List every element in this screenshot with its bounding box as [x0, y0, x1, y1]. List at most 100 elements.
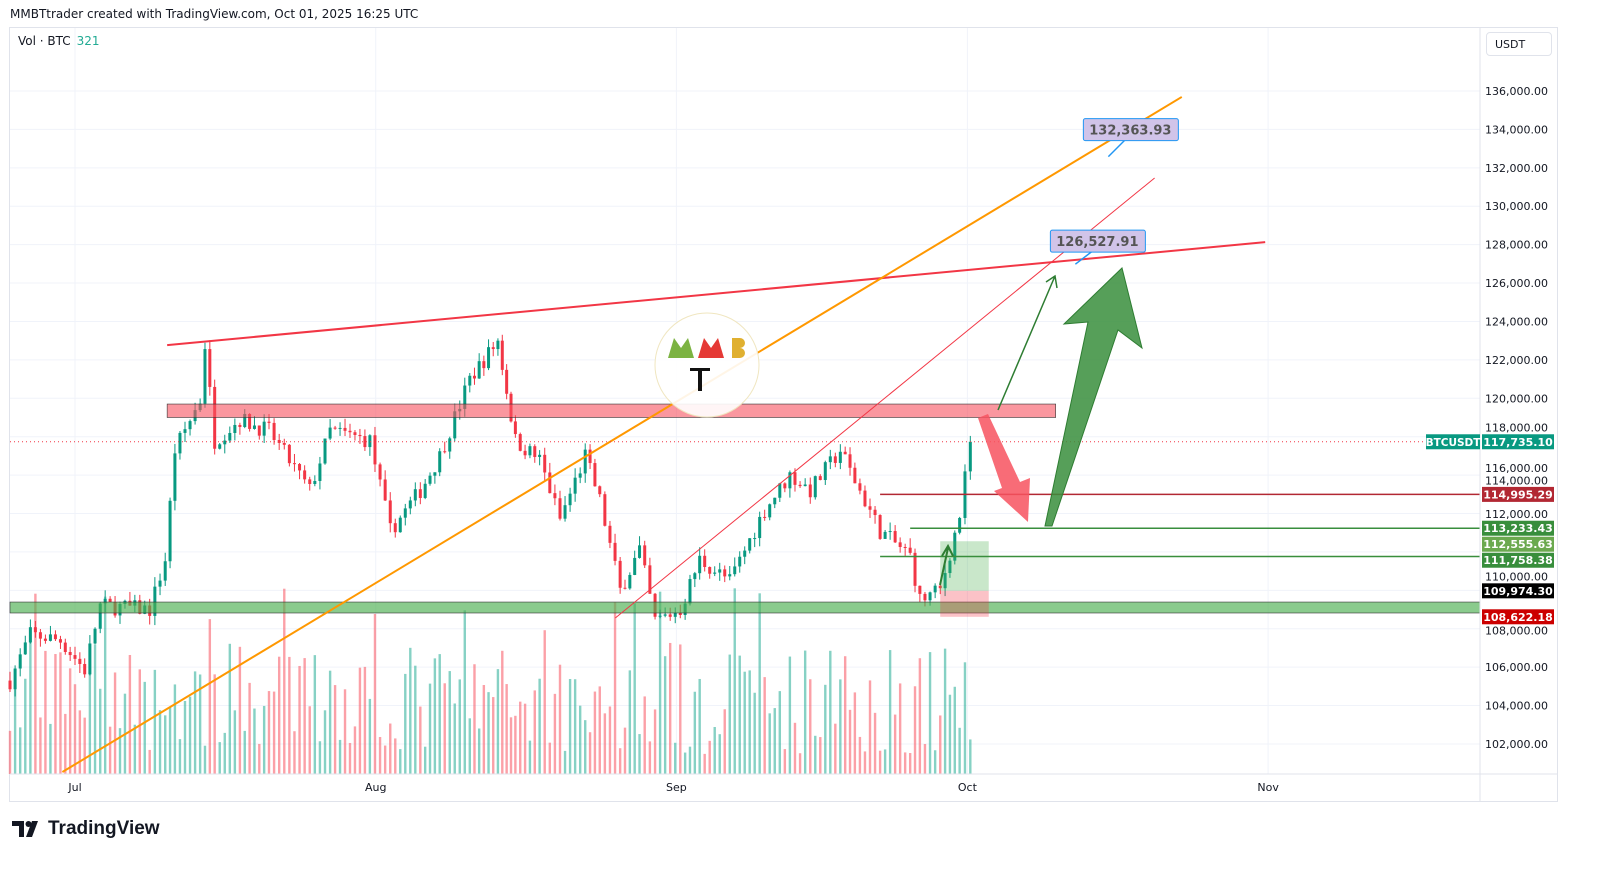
candle-body [843, 451, 847, 455]
candle-body [23, 642, 27, 655]
candle-body [558, 498, 562, 519]
volume-bar [258, 743, 261, 774]
bullish-arrow-icon[interactable] [1044, 267, 1143, 527]
candle-body [38, 632, 42, 639]
candle-body [523, 450, 527, 456]
tradingview-logo-icon [12, 821, 38, 837]
candle-body [643, 545, 647, 566]
long-position-stop-zone[interactable] [940, 590, 989, 617]
volume-bar [477, 728, 481, 774]
candle-body [623, 587, 627, 589]
resistance-zone[interactable] [166, 403, 1056, 418]
y-axis-tick-label: 126,000.00 [1485, 277, 1548, 290]
candle-body [208, 349, 212, 387]
y-axis-tick-label: 130,000.00 [1485, 200, 1548, 213]
volume-bar [598, 686, 601, 774]
y-axis-tick-label: 120,000.00 [1485, 392, 1548, 405]
candle-body [252, 425, 256, 429]
candle-body [368, 435, 372, 448]
volume-bar [923, 743, 927, 774]
candle-body [262, 421, 266, 436]
target-callout-line [1074, 250, 1093, 265]
candle-body [491, 347, 495, 350]
candle-body [43, 638, 47, 641]
candle-body [803, 484, 807, 487]
logo-letter-t [690, 368, 710, 391]
price-tag [1482, 552, 1554, 568]
orange-trendline[interactable] [61, 96, 1183, 773]
volume-bar [83, 717, 86, 774]
volume-bar [593, 691, 597, 774]
target-label-box[interactable] [1082, 118, 1179, 142]
tradingview-brand[interactable]: TradingView [12, 818, 160, 840]
volume-bar [903, 752, 907, 774]
candlestick-series [8, 334, 972, 697]
candle-body [233, 424, 237, 434]
volume-bar [713, 727, 716, 774]
volume-bar [753, 692, 756, 774]
volume-bar [758, 593, 761, 774]
candle-body [58, 639, 62, 643]
bearish-arrow-icon[interactable] [978, 414, 1030, 522]
candle-body [938, 585, 942, 589]
price-tag-label: 114,995.29 [1483, 488, 1553, 501]
volume-bar [883, 749, 887, 774]
target-label-box[interactable] [1049, 229, 1146, 253]
volume-bar [218, 742, 221, 774]
candle-body [308, 479, 312, 485]
volume-bar [188, 696, 192, 774]
entry-arrow-icon[interactable] [939, 543, 954, 586]
candle-body [228, 433, 232, 441]
candle-body [423, 483, 427, 498]
volume-bar [783, 749, 787, 774]
support-zone[interactable] [9, 601, 1481, 614]
volume-bar [323, 710, 327, 774]
candle-body [913, 552, 917, 586]
volume-bar [343, 689, 347, 774]
volume-bar [939, 715, 942, 774]
candle-body [388, 500, 392, 524]
volume-bar [298, 665, 301, 774]
chart-attribution: MMBTtrader created with TradingView.com,… [10, 7, 419, 21]
volume-bar [328, 670, 332, 774]
candle-body [763, 516, 767, 518]
candle-body [968, 441, 972, 472]
candle-body [533, 446, 537, 457]
candle-body [618, 560, 622, 588]
volume-bar [358, 667, 362, 774]
candle-body [563, 505, 567, 519]
logo-letter-m-green [668, 338, 694, 358]
target-arrow-icon[interactable] [997, 274, 1058, 411]
volume-bar [138, 669, 141, 774]
volume-bar [8, 730, 12, 774]
volume-bar [913, 686, 917, 774]
x-axis-tick-label: Oct [958, 781, 978, 794]
candle-body [287, 444, 291, 464]
candle-body [443, 451, 447, 453]
candle-body [703, 555, 707, 568]
volume-bar [543, 630, 546, 774]
candle-body [78, 658, 82, 664]
candle-body [808, 484, 812, 498]
candle-body [873, 509, 877, 516]
volume-bar [409, 647, 412, 774]
volume-bar [208, 619, 212, 774]
volume-bar [68, 668, 72, 774]
volume-bar [93, 644, 97, 774]
volume-bar [143, 681, 146, 774]
volume-bar [267, 691, 271, 774]
candle-body [267, 421, 271, 423]
volume-bar [743, 671, 746, 774]
candle-body [477, 361, 481, 379]
currency-button[interactable]: USDT [1486, 32, 1552, 56]
volume-bar [563, 750, 567, 774]
volume-bar [688, 746, 692, 774]
candle-body [18, 654, 22, 669]
volume-bar [738, 655, 741, 774]
candle-body [813, 476, 817, 498]
candle-body [798, 484, 802, 487]
volume-bar [54, 654, 57, 774]
volume-bar [824, 684, 827, 774]
volume-bar [558, 664, 562, 774]
